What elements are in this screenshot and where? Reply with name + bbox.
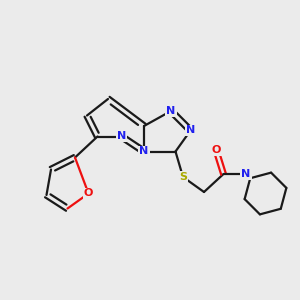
Text: N: N	[140, 146, 148, 157]
Text: N: N	[167, 106, 176, 116]
Text: O: O	[211, 145, 221, 155]
Text: O: O	[84, 188, 93, 199]
Text: N: N	[186, 125, 195, 136]
Text: N: N	[242, 169, 250, 179]
Text: N: N	[117, 131, 126, 142]
Text: S: S	[179, 172, 187, 182]
